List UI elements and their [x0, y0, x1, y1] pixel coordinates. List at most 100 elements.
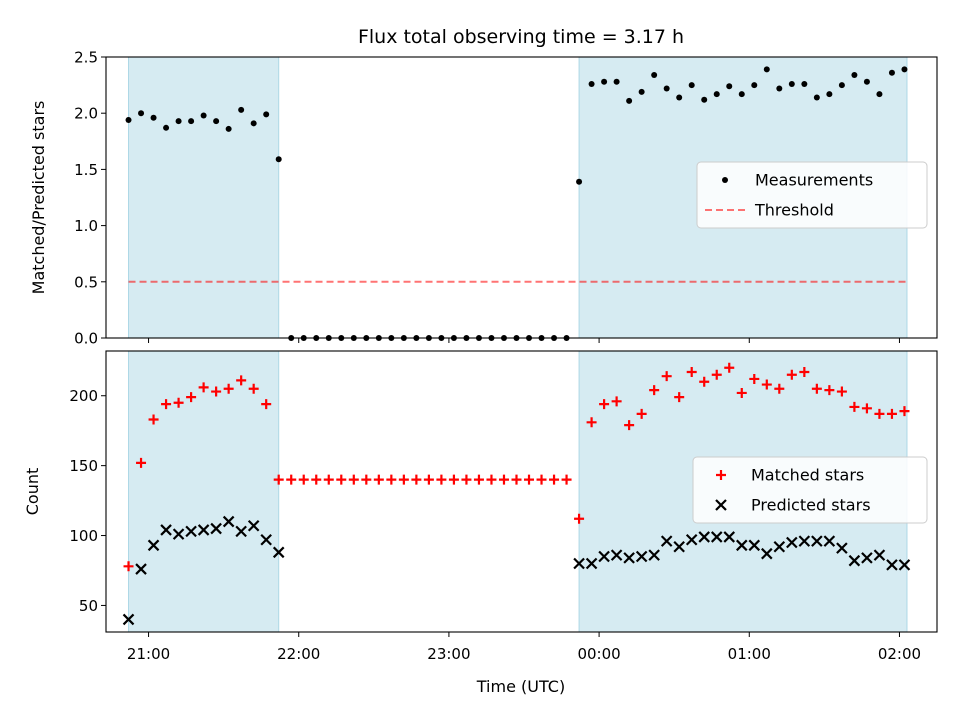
data-point	[873, 549, 886, 561]
x-tick-label: 00:00	[577, 645, 620, 663]
data-point	[710, 531, 723, 543]
data-point	[250, 120, 257, 127]
data-point	[549, 474, 560, 485]
data-point	[361, 474, 372, 485]
data-point	[263, 111, 270, 118]
data-point	[748, 539, 761, 552]
data-point	[613, 78, 620, 85]
data-point	[651, 71, 658, 78]
data-point	[626, 97, 633, 104]
data-point	[386, 474, 397, 485]
data-point	[899, 406, 910, 417]
data-point	[125, 116, 132, 123]
data-point	[723, 531, 736, 543]
data-point	[398, 474, 409, 485]
legend-swatch	[722, 177, 728, 183]
legend-label: Measurements	[755, 171, 873, 190]
data-point	[776, 85, 783, 92]
data-point	[273, 474, 284, 485]
data-point	[623, 552, 635, 564]
data-point	[861, 403, 872, 414]
data-point	[172, 528, 185, 540]
data-point	[147, 539, 160, 552]
data-point	[638, 88, 645, 95]
data-point	[836, 386, 847, 397]
data-point	[849, 401, 860, 412]
data-point	[336, 474, 347, 485]
data-point	[373, 474, 384, 485]
data-point	[122, 613, 135, 626]
y-tick-label: 150	[69, 457, 98, 475]
data-point	[173, 397, 184, 408]
data-point	[423, 474, 434, 485]
data-point	[135, 563, 147, 575]
data-point	[236, 375, 247, 386]
x-tick-label: 22:00	[277, 645, 320, 663]
legend-swatch	[715, 499, 727, 511]
data-point	[588, 80, 595, 87]
data-point	[774, 383, 785, 394]
legend-label: Predicted stars	[751, 496, 871, 515]
data-point	[211, 386, 222, 397]
data-point	[661, 371, 672, 382]
data-point	[724, 362, 735, 373]
data-point	[701, 96, 708, 103]
data-point	[660, 535, 673, 547]
x-tick-label: 23:00	[427, 645, 470, 663]
data-point	[163, 124, 170, 131]
data-point	[735, 539, 748, 552]
axes-frame	[105, 56, 938, 339]
data-point	[688, 82, 695, 89]
data-point	[210, 522, 222, 535]
data-point	[673, 540, 685, 553]
data-point	[260, 533, 272, 546]
bottom-panel: 50 100 150 200 21:00 22:00 23:00 00:00 01:00 02:0…	[23, 350, 938, 663]
x-tick-label: 02:00	[878, 645, 921, 663]
legend: Matched stars Predicted stars	[692, 456, 928, 524]
data-point	[323, 474, 334, 485]
data-point	[676, 94, 683, 101]
data-point	[886, 559, 898, 571]
observing-interval-0	[128, 56, 280, 339]
data-point	[185, 525, 197, 538]
data-point	[601, 78, 608, 85]
data-point	[186, 392, 197, 403]
data-point	[599, 399, 610, 410]
legend-swatch	[716, 470, 726, 480]
legend: Measurements Threshold	[696, 161, 928, 229]
data-point	[876, 91, 883, 98]
data-point	[648, 549, 660, 561]
data-point	[461, 474, 472, 485]
data-point	[436, 474, 447, 485]
data-point	[826, 91, 833, 98]
x-tick-label: 21:00	[127, 645, 170, 663]
data-point	[861, 552, 873, 564]
data-point	[486, 474, 497, 485]
y-tick-label: 0.5	[74, 273, 98, 291]
y-tick-label: 1.5	[74, 161, 98, 179]
data-point	[726, 83, 733, 90]
data-point	[298, 474, 309, 485]
data-point	[160, 524, 172, 536]
y-tick-label: 2.0	[74, 105, 98, 123]
data-point	[138, 110, 145, 117]
data-point	[838, 82, 845, 89]
data-point	[238, 106, 245, 113]
data-point	[786, 369, 797, 380]
data-point	[811, 535, 823, 547]
data-point	[763, 66, 770, 73]
data-point	[663, 85, 670, 92]
data-point	[761, 379, 772, 390]
data-point	[711, 369, 722, 380]
data-point	[247, 519, 260, 532]
x-tick-label: 01:00	[728, 645, 771, 663]
data-point	[699, 376, 710, 387]
data-point	[749, 373, 760, 384]
data-point	[888, 69, 895, 76]
data-point	[586, 417, 597, 428]
data-point	[576, 178, 583, 185]
data-point	[198, 382, 209, 393]
data-point	[824, 385, 835, 396]
data-point	[197, 524, 210, 536]
data-point	[261, 399, 272, 410]
